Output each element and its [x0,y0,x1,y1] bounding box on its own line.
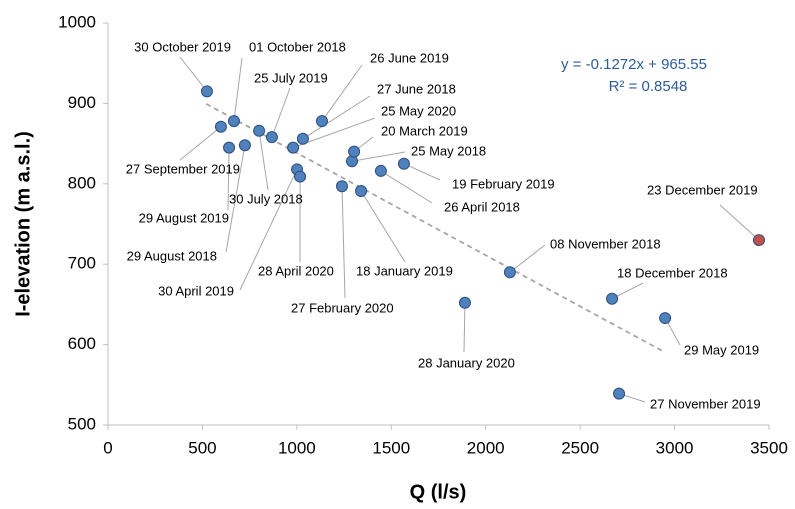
leader-line [321,64,363,122]
x-tick-label: 2000 [467,438,505,457]
leader-line [179,56,208,92]
point-label: 25 July 2019 [254,70,328,85]
point-label: 30 July 2018 [229,191,303,206]
leader-line [403,163,441,181]
data-point [200,85,213,98]
y-axis-title: I-elevation (m a.s.l.) [12,131,34,317]
leader-line [179,126,222,161]
data-point [315,115,328,128]
point-label: 26 June 2019 [370,50,449,65]
leader-line [463,302,466,353]
trend-r2: R² = 0.8548 [609,78,688,95]
data-point [348,145,361,158]
leader-line [360,190,406,263]
data-point [223,141,236,154]
leader-line [239,169,298,291]
point-label: 29 May 2019 [684,342,759,357]
data-point [227,115,240,128]
data-point [355,185,368,198]
y-tick-label: 500 [68,414,96,433]
data-point [503,266,516,279]
point-label: 29 August 2019 [139,210,229,225]
data-point [335,180,348,193]
data-point [214,120,227,133]
data-point [397,157,410,170]
point-label: 27 February 2020 [291,300,394,315]
point-label: 26 April 2018 [444,199,520,214]
x-tick-label: 0 [103,438,112,457]
data-point [287,141,300,154]
x-tick-label: 3000 [656,438,694,457]
y-tick-label: 600 [68,334,96,353]
point-label: 27 June 2018 [377,81,456,96]
point-label: 29 August 2018 [127,248,217,263]
leader-line [351,151,406,162]
x-tick-label: 3500 [750,438,788,457]
x-tick-label: 2500 [561,438,599,457]
point-label: 19 February 2019 [452,176,555,191]
leader-line [380,170,433,204]
x-tick-label: 1500 [372,438,410,457]
point-label: 30 October 2019 [134,39,231,54]
point-label: 01 October 2018 [249,39,346,54]
data-point [346,155,359,168]
leader-line [341,186,346,299]
data-point [606,292,619,305]
trend-equation: y = -0.1272x + 965.55 [561,56,707,73]
point-label: 30 April 2019 [158,283,234,298]
leader-line [225,145,246,253]
point-label: 20 March 2019 [381,123,468,138]
data-point [613,387,626,400]
data-point [265,131,278,144]
x-tick-label: 500 [188,438,216,457]
data-point [374,164,387,177]
data-point [294,170,307,183]
point-label: 25 May 2020 [381,103,456,118]
point-label: 25 May 2018 [411,143,486,158]
y-tick-label: 900 [68,93,96,112]
data-point [752,234,765,247]
data-point [659,312,672,325]
point-label: 28 January 2020 [418,355,515,370]
y-tick-label: 700 [68,254,96,273]
leader-line [271,87,291,138]
leader-line [302,95,371,140]
trendline [205,103,666,354]
data-point [296,132,309,145]
data-point [458,296,471,309]
data-point [253,124,266,137]
leader-line [509,244,546,273]
x-axis-title: Q (l/s) [410,481,467,503]
point-label: 18 December 2018 [617,265,728,280]
y-tick-label: 1000 [58,12,96,31]
leader-line [258,130,269,191]
point-label: 28 April 2020 [258,263,334,278]
point-label: 08 November 2018 [550,236,661,251]
point-label: 27 November 2019 [650,396,761,411]
leader-line [719,204,760,241]
x-tick-label: 1000 [278,438,316,457]
y-tick-label: 800 [68,173,96,192]
leader-line [233,57,243,122]
point-label: 27 September 2019 [126,161,240,176]
point-label: 18 January 2019 [356,263,453,278]
point-label: 23 December 2019 [647,182,758,197]
leader-line [227,147,230,211]
data-point [238,139,251,152]
